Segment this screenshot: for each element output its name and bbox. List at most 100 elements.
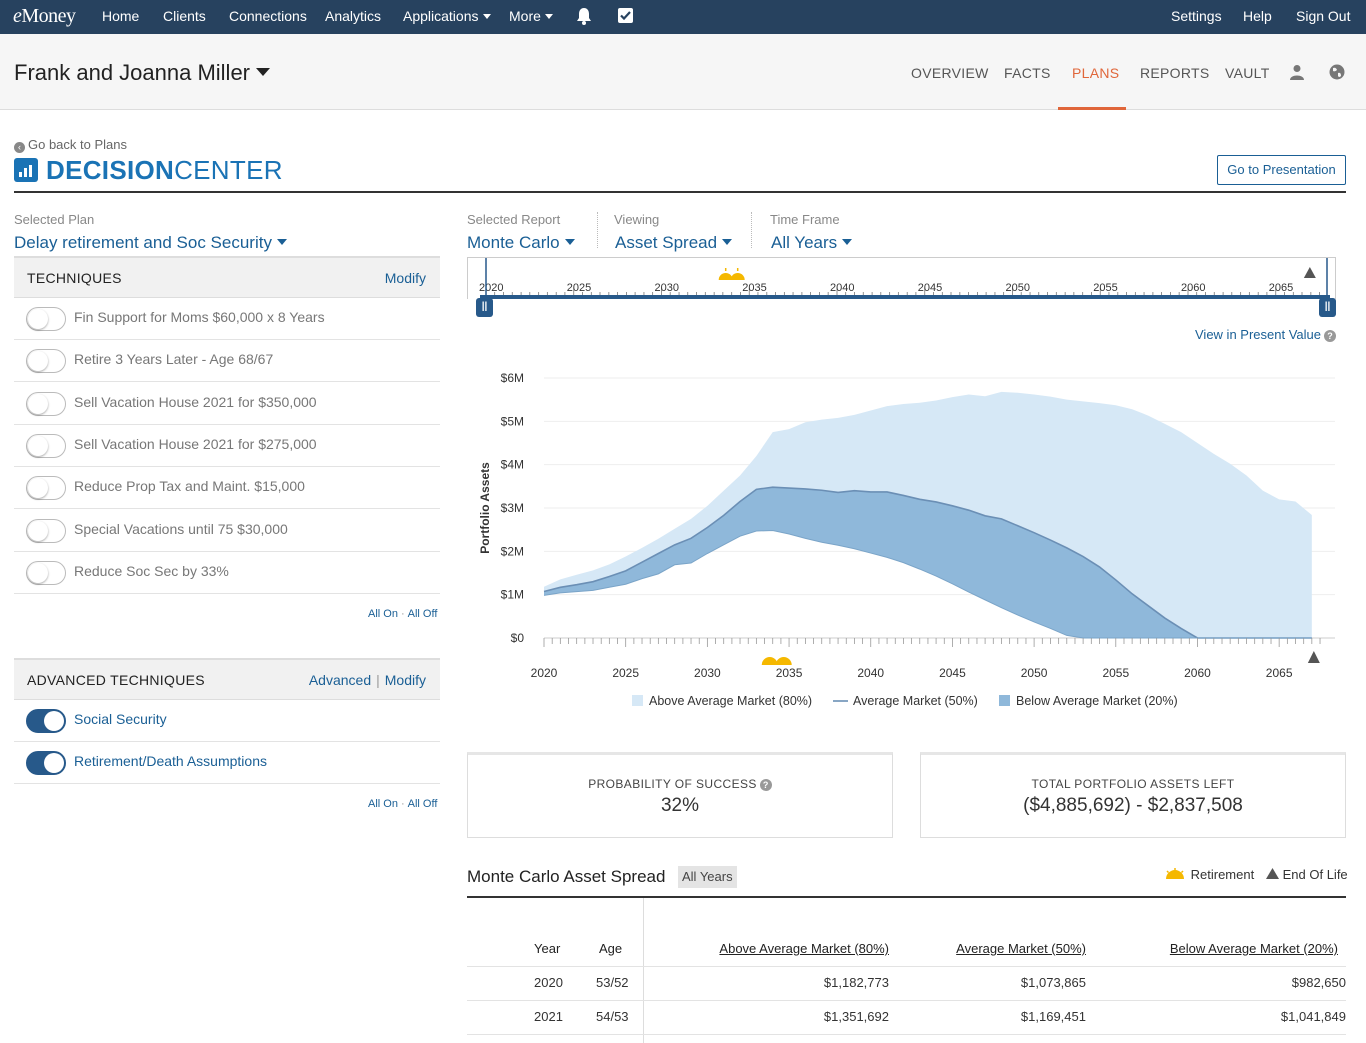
advanced-techniques-header: ADVANCED TECHNIQUES Advanced | Modify	[14, 658, 440, 700]
page-title-bold: DECISION	[46, 155, 175, 185]
nav-connections[interactable]: Connections	[229, 8, 307, 24]
probability-label: PROBABILITY OF SUCCESS	[588, 777, 757, 791]
cell-average: $1,073,865	[1020, 975, 1086, 990]
emoney-logo[interactable]: eMoney	[13, 5, 76, 27]
time-frame-dropdown[interactable]: All Years	[771, 233, 853, 253]
time-frame-label: Time Frame	[770, 212, 840, 227]
technique-toggle[interactable]	[26, 476, 66, 501]
timeline-year-label: 2040	[830, 282, 854, 294]
technique-toggle[interactable]	[26, 433, 66, 458]
toggle-knob	[28, 562, 48, 583]
nav-help[interactable]: Help	[1243, 8, 1272, 24]
divider	[467, 896, 1346, 898]
nav-more[interactable]: More	[509, 8, 553, 24]
checkbox-icon[interactable]	[618, 8, 633, 23]
chevron-down-icon	[722, 239, 733, 245]
top-navigation-bar: eMoney Home Clients Connections Analytic…	[0, 0, 1366, 34]
advanced-technique-row: Retirement/Death Assumptions	[14, 742, 440, 785]
x-tick-label: 2060	[1184, 666, 1211, 680]
tab-vault[interactable]: VAULT	[1225, 65, 1270, 81]
y-tick-label: $4M	[501, 458, 524, 472]
page-title-light: CENTER	[174, 155, 283, 185]
advanced-technique-label: Social Security	[74, 711, 167, 727]
technique-row: Retire 3 Years Later - Age 68/67	[14, 340, 440, 383]
divider	[597, 212, 598, 248]
slider-end-handle[interactable]: ||	[1319, 298, 1336, 317]
technique-row: Fin Support for Moms $60,000 x 8 Years	[14, 298, 440, 340]
nav-analytics[interactable]: Analytics	[325, 8, 382, 24]
nav-sign-out[interactable]: Sign Out	[1296, 8, 1351, 24]
advanced-all-toggle: All On · All Off	[368, 798, 438, 810]
techniques-all-off-link[interactable]: All Off	[407, 608, 438, 620]
cell-age: 54/53	[596, 1009, 629, 1024]
tab-plans[interactable]: PLANS	[1072, 65, 1120, 81]
tab-reports[interactable]: REPORTS	[1140, 65, 1210, 81]
y-tick-label: $1M	[501, 588, 524, 602]
techniques-all-toggle: All On · All Off	[368, 608, 438, 620]
present-value-link[interactable]: View in Present Value?	[1195, 327, 1336, 342]
technique-label: Special Vacations until 75 $30,000	[74, 520, 288, 537]
x-tick-label: 2035	[776, 666, 803, 680]
bell-icon[interactable]	[576, 7, 592, 25]
technique-toggle[interactable]	[26, 560, 66, 585]
techniques-all-on-link[interactable]: All On	[368, 608, 398, 620]
selected-plan-label: Selected Plan	[14, 212, 95, 227]
bar-chart-icon	[14, 158, 38, 182]
back-to-plans-link[interactable]: ‹ Go back to Plans	[14, 137, 127, 153]
technique-toggle[interactable]	[26, 518, 66, 543]
nav-clients[interactable]: Clients	[163, 8, 206, 24]
probability-value: 32%	[660, 795, 700, 816]
nav-applications[interactable]: Applications	[403, 8, 491, 24]
client-name-dropdown[interactable]: Frank and Joanna Miller	[14, 60, 271, 86]
globe-icon[interactable]	[1329, 64, 1345, 80]
technique-toggle[interactable]	[26, 307, 66, 331]
advanced-all-on-link[interactable]: All On	[368, 798, 398, 810]
end-of-life-triangle-icon	[1307, 651, 1320, 663]
advanced-modify-link[interactable]: Modify	[384, 672, 426, 688]
technique-toggle[interactable]	[26, 349, 66, 374]
advanced-technique-toggle[interactable]	[26, 709, 66, 733]
techniques-modify-link[interactable]: Modify	[384, 270, 426, 286]
tab-facts[interactable]: FACTS	[1004, 65, 1051, 81]
technique-label: Sell Vacation House 2021 for $350,000	[74, 393, 317, 410]
advanced-all-off-link[interactable]: All Off	[407, 798, 438, 810]
go-to-presentation-button[interactable]: Go to Presentation	[1217, 155, 1346, 185]
time-range-slider[interactable]: 2020 2025 2030 2035 2040 2045 2050 2055 2060 2065	[467, 257, 1336, 299]
sun-icon	[1166, 868, 1184, 879]
timeline-year-label: 2020	[479, 282, 503, 294]
column-header-below-average[interactable]: Below Average Market (20%)	[1169, 941, 1338, 956]
toggle-knob	[44, 711, 64, 731]
timeline-year-label: 2025	[567, 282, 591, 294]
slider-start-handle[interactable]: ||	[476, 298, 493, 317]
chevron-down-icon	[276, 239, 287, 245]
y-tick-label: $3M	[501, 501, 524, 515]
x-tick-label: 2025	[612, 666, 639, 680]
portfolio-assets-left-card: TOTAL PORTFOLIO ASSETS LEFT ($4,885,692)…	[920, 752, 1346, 838]
advanced-link[interactable]: Advanced	[308, 672, 372, 688]
legend-swatch-below	[999, 695, 1010, 706]
technique-toggle[interactable]	[26, 391, 66, 416]
below-average-line	[543, 530, 1312, 639]
help-icon[interactable]: ?	[759, 779, 772, 791]
nav-more-label: More	[509, 8, 541, 24]
toggle-knob	[28, 435, 48, 456]
tab-overview[interactable]: OVERVIEW	[911, 65, 989, 81]
user-icon[interactable]	[1290, 64, 1304, 80]
selected-plan-dropdown[interactable]: Delay retirement and Soc Security	[14, 233, 287, 253]
technique-label: Reduce Soc Sec by 33%	[74, 562, 229, 579]
nav-home[interactable]: Home	[102, 8, 140, 24]
x-tick-label: 2050	[1021, 666, 1048, 680]
viewing-dropdown[interactable]: Asset Spread	[615, 233, 733, 253]
advanced-technique-label: Retirement/Death Assumptions	[74, 753, 267, 770]
column-header-average[interactable]: Average Market (50%)	[956, 941, 1086, 956]
advanced-technique-toggle[interactable]	[26, 751, 66, 776]
nav-settings[interactable]: Settings	[1171, 8, 1222, 24]
technique-label: Fin Support for Moms $60,000 x 8 Years	[74, 309, 325, 325]
time-range-track	[480, 295, 1330, 299]
divider	[467, 1034, 1346, 1035]
arrow-left-icon: ‹	[14, 142, 25, 153]
legend-swatch-above	[632, 695, 643, 706]
column-header-above-average[interactable]: Above Average Market (80%)	[719, 941, 889, 956]
help-icon[interactable]: ?	[1323, 330, 1336, 342]
selected-report-dropdown[interactable]: Monte Carlo	[467, 233, 575, 253]
